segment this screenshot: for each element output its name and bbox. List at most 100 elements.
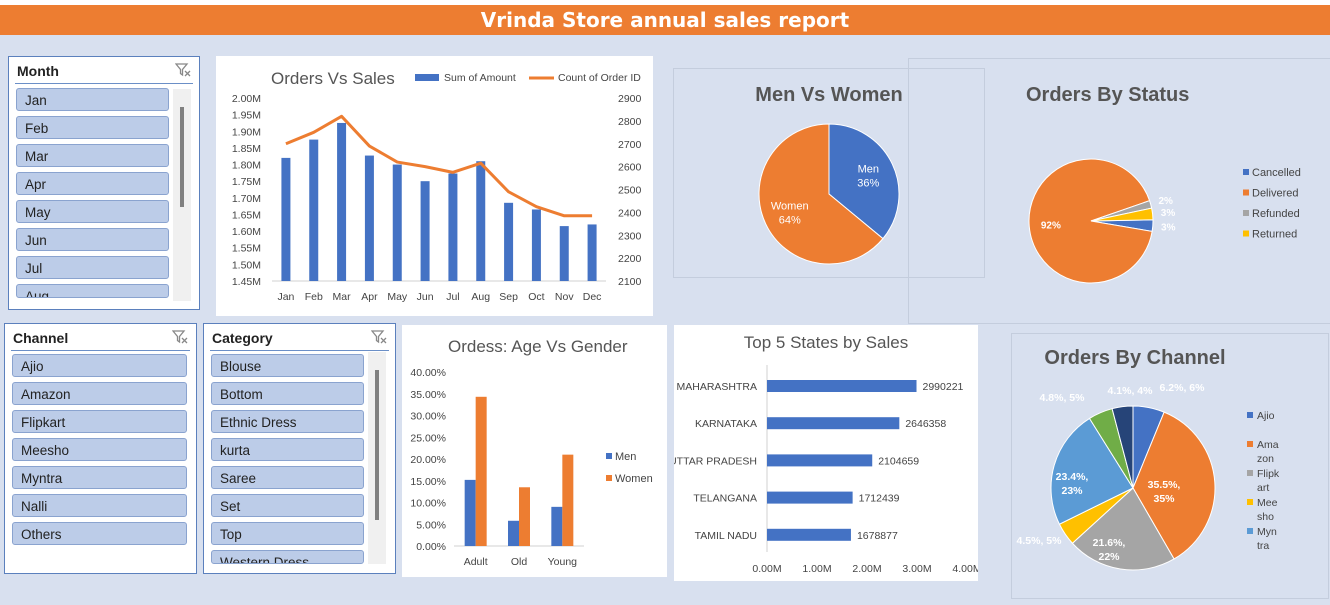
scrollbar-thumb[interactable] — [375, 370, 379, 520]
legend-label: Men — [615, 451, 636, 463]
orders-vs-sales-chart[interactable]: Orders Vs Sales Sum of Amount Count of Ord… — [216, 56, 653, 316]
clear-filter-icon[interactable] — [171, 329, 188, 350]
pie-slice-flipkart — [1071, 487, 1175, 571]
chart-title: Orders By Channel — [1044, 347, 1225, 369]
bar-sum-of-amount — [281, 157, 291, 281]
x-tick-month: Jul — [446, 291, 459, 303]
report-title: Vrinda Store annual sales report — [0, 5, 1330, 35]
bar-sum-of-amount — [392, 164, 402, 281]
pie-label-value: 2% — [1158, 196, 1173, 207]
channel-slicer[interactable]: Channel Ajio Amazon Flipkart Meesho Myntra Na… — [4, 323, 197, 574]
chart-title: Men Vs Women — [755, 84, 902, 106]
x-tick-month: Apr — [361, 291, 378, 303]
legend-swatch-refunded — [1243, 210, 1249, 216]
x-tick-month: Jun — [417, 291, 434, 303]
bar-sum-of-amount — [559, 226, 569, 281]
month-slicer-item[interactable]: Aug — [16, 284, 169, 298]
legend-label-orders: Count of Order ID — [558, 72, 641, 84]
x-tick-category: Young — [548, 556, 578, 568]
pie-label-value: 4.5%, 5% — [1017, 535, 1063, 547]
clear-filter-icon[interactable] — [174, 62, 191, 83]
month-slicer-item[interactable]: Mar — [16, 144, 169, 167]
category-slicer-item[interactable]: Bottom — [211, 382, 364, 405]
category-slicer[interactable]: Category Blouse Bottom Ethnic Dress kurta Sa… — [203, 323, 396, 574]
pie-slice-myntra — [1050, 417, 1134, 525]
men-vs-women-chart[interactable]: Men Vs Women Men 36% Women 64% — [673, 68, 985, 278]
x-tick-month: Dec — [583, 291, 602, 303]
y-tick: 20.00% — [410, 454, 446, 466]
month-slicer-item[interactable]: Jan — [16, 88, 169, 111]
category-slicer-title: Category — [212, 330, 273, 346]
y-left-tick: 1.85M — [232, 143, 261, 155]
legend-swatch-delivered — [1243, 189, 1249, 196]
pie-label-value: 35.5%, 35% — [1148, 479, 1181, 505]
y-tick-state: MAHARASHTRA — [676, 381, 757, 393]
category-slicer-item[interactable]: Western Dress — [211, 550, 364, 564]
month-slicer-item[interactable]: Jun — [16, 228, 169, 251]
month-slicer-item[interactable]: Feb — [16, 116, 169, 139]
legend-swatch-men — [606, 453, 612, 459]
channel-slicer-item[interactable]: Nalli — [12, 494, 187, 517]
y-left-tick: 1.65M — [232, 209, 261, 221]
orders-by-status-svg: Orders By Status3%92%2%3%CancelledDelive… — [1026, 84, 1301, 284]
legend-label: Flipk — [1257, 468, 1280, 480]
channel-slicer-item[interactable]: Flipkart — [12, 410, 187, 433]
bar-women — [475, 396, 487, 546]
x-tick-month: Oct — [528, 291, 544, 303]
bar-sum-of-amount — [476, 161, 486, 281]
age-vs-gender-chart[interactable]: Ordess: Age Vs Gender 0.00% 5.00% 10.00% 15.… — [402, 325, 667, 577]
month-slicer-scrollbar[interactable] — [173, 89, 191, 301]
month-slicer-item[interactable]: May — [16, 200, 169, 223]
top-states-svg: Top 5 States by Sales MAHARASHTRA 2990221 K… — [669, 333, 982, 575]
x-tick-month: Feb — [305, 291, 323, 303]
pie-label-value: 23.4%, 23% — [1056, 471, 1089, 497]
legend-swatch-myntra — [1247, 528, 1253, 534]
legend-label: Women — [615, 473, 653, 485]
legend-label: Myn — [1257, 526, 1277, 538]
category-slicer-item[interactable]: kurta — [211, 438, 364, 461]
legend-swatch-women — [606, 475, 612, 481]
category-slicer-item[interactable]: Top — [211, 522, 364, 545]
y-tick: 0.00% — [416, 541, 446, 553]
pie-label-value: 4.8%, 5% — [1040, 392, 1086, 404]
month-slicer-item[interactable]: Apr — [16, 172, 169, 195]
legend-swatch-ajio — [1247, 412, 1253, 418]
chart-title: Orders Vs Sales — [271, 69, 395, 88]
category-slicer-item[interactable]: Blouse — [211, 354, 364, 377]
clear-filter-icon[interactable] — [370, 329, 387, 350]
channel-slicer-item[interactable]: Myntra — [12, 466, 187, 489]
legend-swatch-amount — [415, 74, 439, 81]
y-left-tick: 1.45M — [232, 276, 261, 288]
category-slicer-item[interactable]: Ethnic Dress — [211, 410, 364, 433]
bar-women — [562, 454, 574, 546]
legend-label: art — [1257, 482, 1269, 494]
x-tick: 3.00M — [902, 563, 931, 575]
orders-by-status-chart[interactable]: Orders By Status 3% 92% 2% 3% Cancelled Delive… — [908, 58, 1330, 324]
pie-label-value: 36% — [857, 178, 879, 190]
bar-men — [508, 520, 519, 546]
orders-by-channel-chart[interactable]: Orders By Channel 6.2%, 6% 35.5%, 35% 21.6%,… — [1011, 333, 1329, 599]
pie-label-name: Men — [858, 164, 879, 176]
top-states-chart[interactable]: Top 5 States by Sales MAHARASHTRA 2990221 K… — [669, 325, 982, 581]
category-slicer-item[interactable]: Saree — [211, 466, 364, 489]
legend-swatch-returned — [1243, 230, 1249, 237]
channel-slicer-item[interactable]: Others — [12, 522, 187, 545]
month-slicer[interactable]: Month Jan Feb Mar Apr May Jun Jul Aug — [8, 56, 200, 310]
channel-slicer-title: Channel — [13, 330, 69, 346]
pie-slice-others — [1111, 405, 1134, 489]
bar-men — [551, 506, 563, 546]
channel-slicer-item[interactable]: Ajio — [12, 354, 187, 377]
legend-label: Mee — [1257, 497, 1278, 509]
category-slicer-item[interactable]: Set — [211, 494, 364, 517]
channel-slicer-item[interactable]: Amazon — [12, 382, 187, 405]
month-slicer-item[interactable]: Jul — [16, 256, 169, 279]
channel-slicer-item[interactable]: Meesho — [12, 438, 187, 461]
bar-sum-of-amount — [309, 139, 319, 281]
pie-label-value: 3% — [1161, 223, 1176, 234]
category-slicer-scrollbar[interactable] — [368, 352, 386, 564]
scrollbar-thumb[interactable] — [180, 107, 184, 207]
y-right-tick: 2900 — [618, 93, 642, 105]
legend-label: Delivered — [1252, 188, 1298, 200]
bar-state — [767, 417, 900, 430]
bar-value-label: 1712439 — [859, 493, 900, 505]
